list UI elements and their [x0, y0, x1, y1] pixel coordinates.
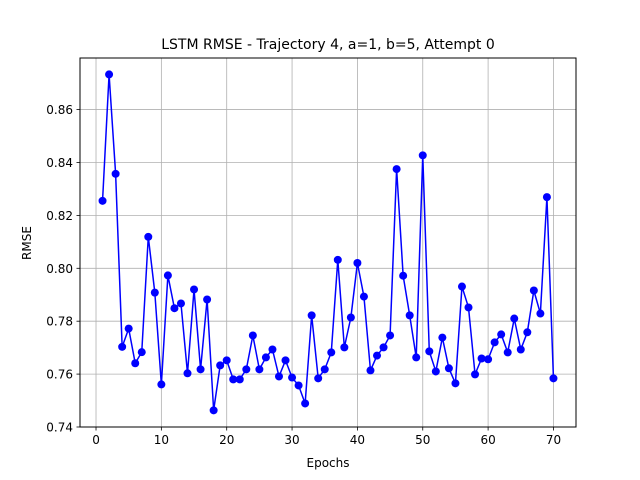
data-point [176, 299, 185, 308]
y-tick-label: 0.80 [46, 262, 73, 276]
data-point [431, 367, 440, 376]
data-point [405, 311, 414, 320]
data-point [301, 399, 310, 408]
plot-area-frame [79, 57, 577, 428]
data-point [542, 193, 551, 202]
data-point [183, 369, 192, 378]
data-point [484, 355, 493, 364]
data-point [98, 196, 107, 205]
x-tick-label: 70 [546, 433, 561, 447]
data-point [392, 165, 401, 174]
data-point [333, 255, 342, 264]
data-point [438, 333, 447, 342]
y-axis-ticks: 0.74 0.76 0.78 0.80 0.82 0.84 0.86 [46, 103, 80, 435]
series-line [101, 73, 555, 412]
y-tick-label: 0.86 [46, 103, 73, 117]
x-tick-label: 10 [154, 433, 169, 447]
data-point [451, 379, 460, 388]
data-point [510, 314, 519, 323]
data-point [386, 331, 395, 340]
data-point [359, 292, 368, 301]
data-point [399, 271, 408, 280]
data-point [196, 365, 205, 374]
data-point [216, 361, 225, 370]
data-point [274, 372, 283, 381]
data-point [314, 374, 323, 383]
data-point [118, 342, 127, 351]
data-point [464, 303, 473, 312]
data-point [523, 328, 532, 337]
x-tick-label: 50 [415, 433, 430, 447]
data-point [353, 259, 362, 267]
data-point [549, 374, 558, 383]
data-point [248, 331, 257, 340]
y-tick-label: 0.78 [46, 315, 73, 329]
chart-title: LSTM RMSE - Trajectory 4, a=1, b=5, Atte… [161, 37, 494, 53]
x-axis-ticks: 0 10 20 30 40 50 60 70 [92, 427, 561, 447]
data-point [477, 354, 486, 363]
data-point [111, 169, 120, 178]
x-axis-title: Epochs [307, 456, 350, 470]
data-point [471, 370, 480, 379]
x-tick-label: 60 [480, 433, 495, 447]
y-tick-label: 0.84 [46, 156, 73, 170]
data-point [444, 364, 453, 373]
data-point [144, 232, 153, 241]
data-point [170, 304, 179, 313]
data-point [105, 70, 114, 79]
data-point [137, 348, 146, 357]
y-tick-label: 0.74 [46, 421, 73, 435]
data-point [529, 286, 538, 295]
y-tick-label: 0.76 [46, 368, 73, 382]
data-point [255, 365, 264, 374]
data-point [261, 353, 270, 362]
data-point [190, 285, 199, 294]
data-point [516, 345, 525, 354]
data-point [412, 353, 421, 362]
data-point [327, 348, 336, 357]
data-point [320, 365, 329, 374]
data-point [124, 324, 133, 333]
y-tick-label: 0.82 [46, 209, 73, 223]
data-point [131, 359, 140, 368]
data-point [346, 313, 355, 322]
data-point [288, 373, 297, 382]
data-point [490, 338, 499, 347]
data-point [163, 271, 172, 280]
data-point [366, 366, 375, 375]
x-tick-label: 30 [284, 433, 299, 447]
x-tick-label: 40 [350, 433, 365, 447]
data-point [373, 351, 382, 360]
data-point [307, 311, 316, 320]
data-point [418, 151, 427, 160]
data-point [536, 309, 545, 318]
y-axis-title: RMSE [20, 226, 34, 260]
data-point [229, 375, 238, 384]
data-point [425, 347, 434, 356]
data-point [497, 330, 506, 339]
x-tick-label: 0 [92, 433, 100, 447]
data-point [235, 375, 244, 384]
data-series [98, 70, 558, 415]
data-point [294, 381, 303, 390]
data-point [503, 348, 512, 357]
data-point [209, 406, 218, 415]
data-point [379, 343, 388, 352]
data-point [340, 343, 349, 352]
data-point [281, 356, 290, 365]
data-point [268, 345, 277, 354]
data-point [150, 288, 159, 297]
data-point [242, 365, 251, 374]
data-point [222, 356, 231, 365]
data-point [157, 380, 166, 389]
data-point [457, 282, 466, 291]
data-point [203, 295, 212, 304]
x-tick-label: 20 [219, 433, 234, 447]
